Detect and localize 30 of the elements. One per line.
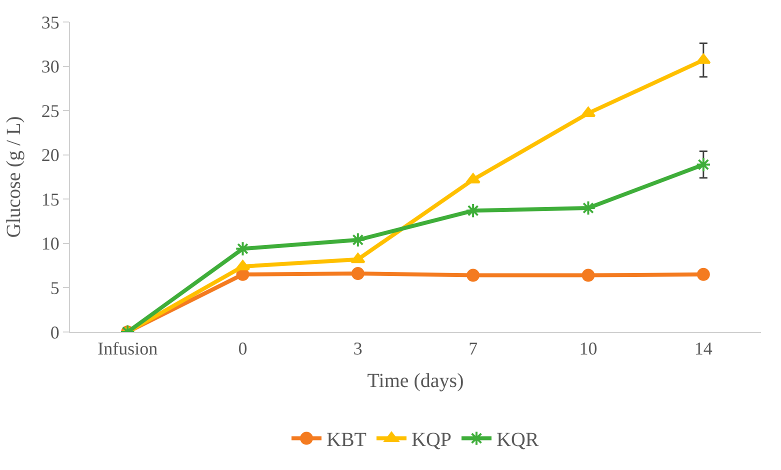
x-tick-label: 10 — [579, 338, 598, 359]
legend-label: KBT — [326, 429, 366, 452]
y-tick-label: 10 — [41, 234, 60, 254]
y-tick-label: 5 — [50, 278, 60, 298]
y-tick-label: 15 — [41, 189, 60, 210]
x-tick-label: 14 — [694, 338, 712, 359]
point — [696, 268, 710, 281]
point — [350, 252, 366, 264]
point — [351, 267, 364, 280]
x-tick-label: Infusion — [98, 338, 158, 359]
y-tick-label: 30 — [41, 56, 60, 77]
point — [235, 241, 250, 256]
x-tick-label: 0 — [238, 338, 248, 359]
point — [580, 200, 596, 216]
legend-label: KQP — [412, 429, 452, 452]
x-axis-title: Time (days) — [367, 370, 464, 392]
point — [582, 268, 595, 282]
y-tick-label: 25 — [41, 100, 60, 121]
point — [466, 268, 480, 282]
x-tick-label: 3 — [353, 338, 362, 359]
y-tick-label: 20 — [41, 145, 60, 166]
point — [696, 157, 712, 172]
y-tick-label: 0 — [50, 322, 60, 342]
y-axis-title: Glucose (g / L) — [2, 116, 25, 238]
legend-label: KQR — [496, 429, 540, 452]
point — [235, 260, 250, 270]
y-tick-label: 35 — [41, 12, 60, 32]
point — [466, 173, 480, 184]
point — [696, 54, 711, 64]
x-tick-label: 7 — [468, 338, 478, 359]
